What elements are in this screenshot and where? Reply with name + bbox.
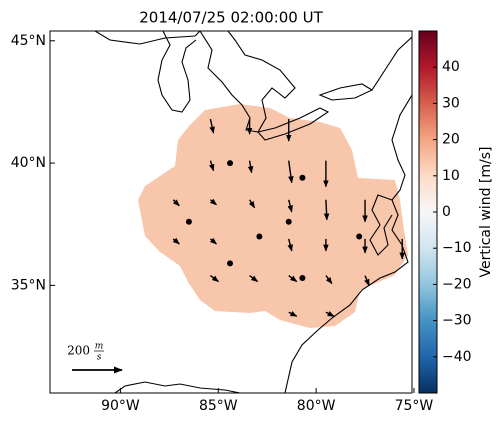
station-point: [227, 260, 234, 267]
wind-vector: [323, 199, 330, 221]
colorbar-tick-label: 10: [442, 168, 460, 184]
wind-vector: [247, 160, 254, 174]
st-lawrence: [371, 36, 412, 91]
colorbar-tick-label: 40: [442, 59, 460, 75]
lake-michigan: [157, 31, 197, 113]
scale-label: 200 m s: [67, 342, 104, 363]
scale-unit-num: m: [95, 342, 104, 352]
station-point: [227, 160, 234, 167]
lake-ontario: [318, 83, 374, 101]
wind-vector: [209, 237, 217, 245]
lake-superior: [94, 31, 201, 45]
wind-vector: [208, 160, 215, 172]
station-point: [299, 275, 306, 282]
wind-vector: [364, 275, 370, 287]
lake-huron: [199, 31, 296, 133]
colorbar-label: Vertical wind [m/s]: [478, 147, 494, 278]
chesapeake: [369, 194, 393, 256]
wind-vector: [325, 310, 335, 317]
wind-vector: [288, 160, 294, 184]
wind-vector: [210, 275, 220, 283]
lon-tick-label: 90°W: [101, 398, 140, 414]
colorbar-tick-label: 30: [442, 95, 460, 111]
wind-vector: [209, 198, 217, 206]
colorbar-tick-label: −30: [442, 313, 472, 329]
lon-tick-label: 80°W: [297, 398, 336, 414]
wind-vector: [288, 275, 298, 283]
lat-tick-label: 35°N: [11, 277, 46, 293]
wind-vector: [172, 199, 180, 207]
map-area: [94, 31, 412, 393]
lat-tick-label: 40°N: [11, 155, 46, 171]
station-point: [256, 233, 263, 240]
station-point: [285, 218, 292, 225]
wind-vector: [325, 275, 333, 285]
wind-vector: [287, 199, 293, 213]
wind-vector: [172, 237, 180, 245]
lon-tick-label: 85°W: [199, 398, 238, 414]
colorbar-tick-label: 20: [442, 132, 460, 148]
wind-field: [138, 104, 408, 328]
map-frame: [49, 30, 413, 394]
wind-vector: [249, 275, 259, 283]
colorbar-tick-label: −40: [442, 349, 472, 365]
lake-erie: [256, 107, 330, 141]
gulf-coast: [114, 381, 241, 393]
station-point: [356, 233, 363, 240]
scale-value: 200: [67, 344, 90, 358]
wind-vector: [209, 118, 215, 134]
colorbar-tick-label: 0: [442, 204, 451, 220]
lat-tick-label: 45°N: [11, 33, 46, 49]
station-point: [185, 218, 192, 225]
lon-tick-label: 75°W: [395, 398, 434, 414]
colorbar-tick-label: −20: [442, 276, 472, 292]
wind-vector: [248, 199, 256, 209]
wind-vector: [287, 238, 293, 252]
wind-vector: [288, 310, 298, 317]
scale-unit-den: s: [97, 353, 102, 363]
station-point: [299, 174, 306, 181]
colorbar-tick-label: −10: [442, 240, 472, 256]
map-title: 2014/07/25 02:00:00 UT: [139, 9, 323, 27]
